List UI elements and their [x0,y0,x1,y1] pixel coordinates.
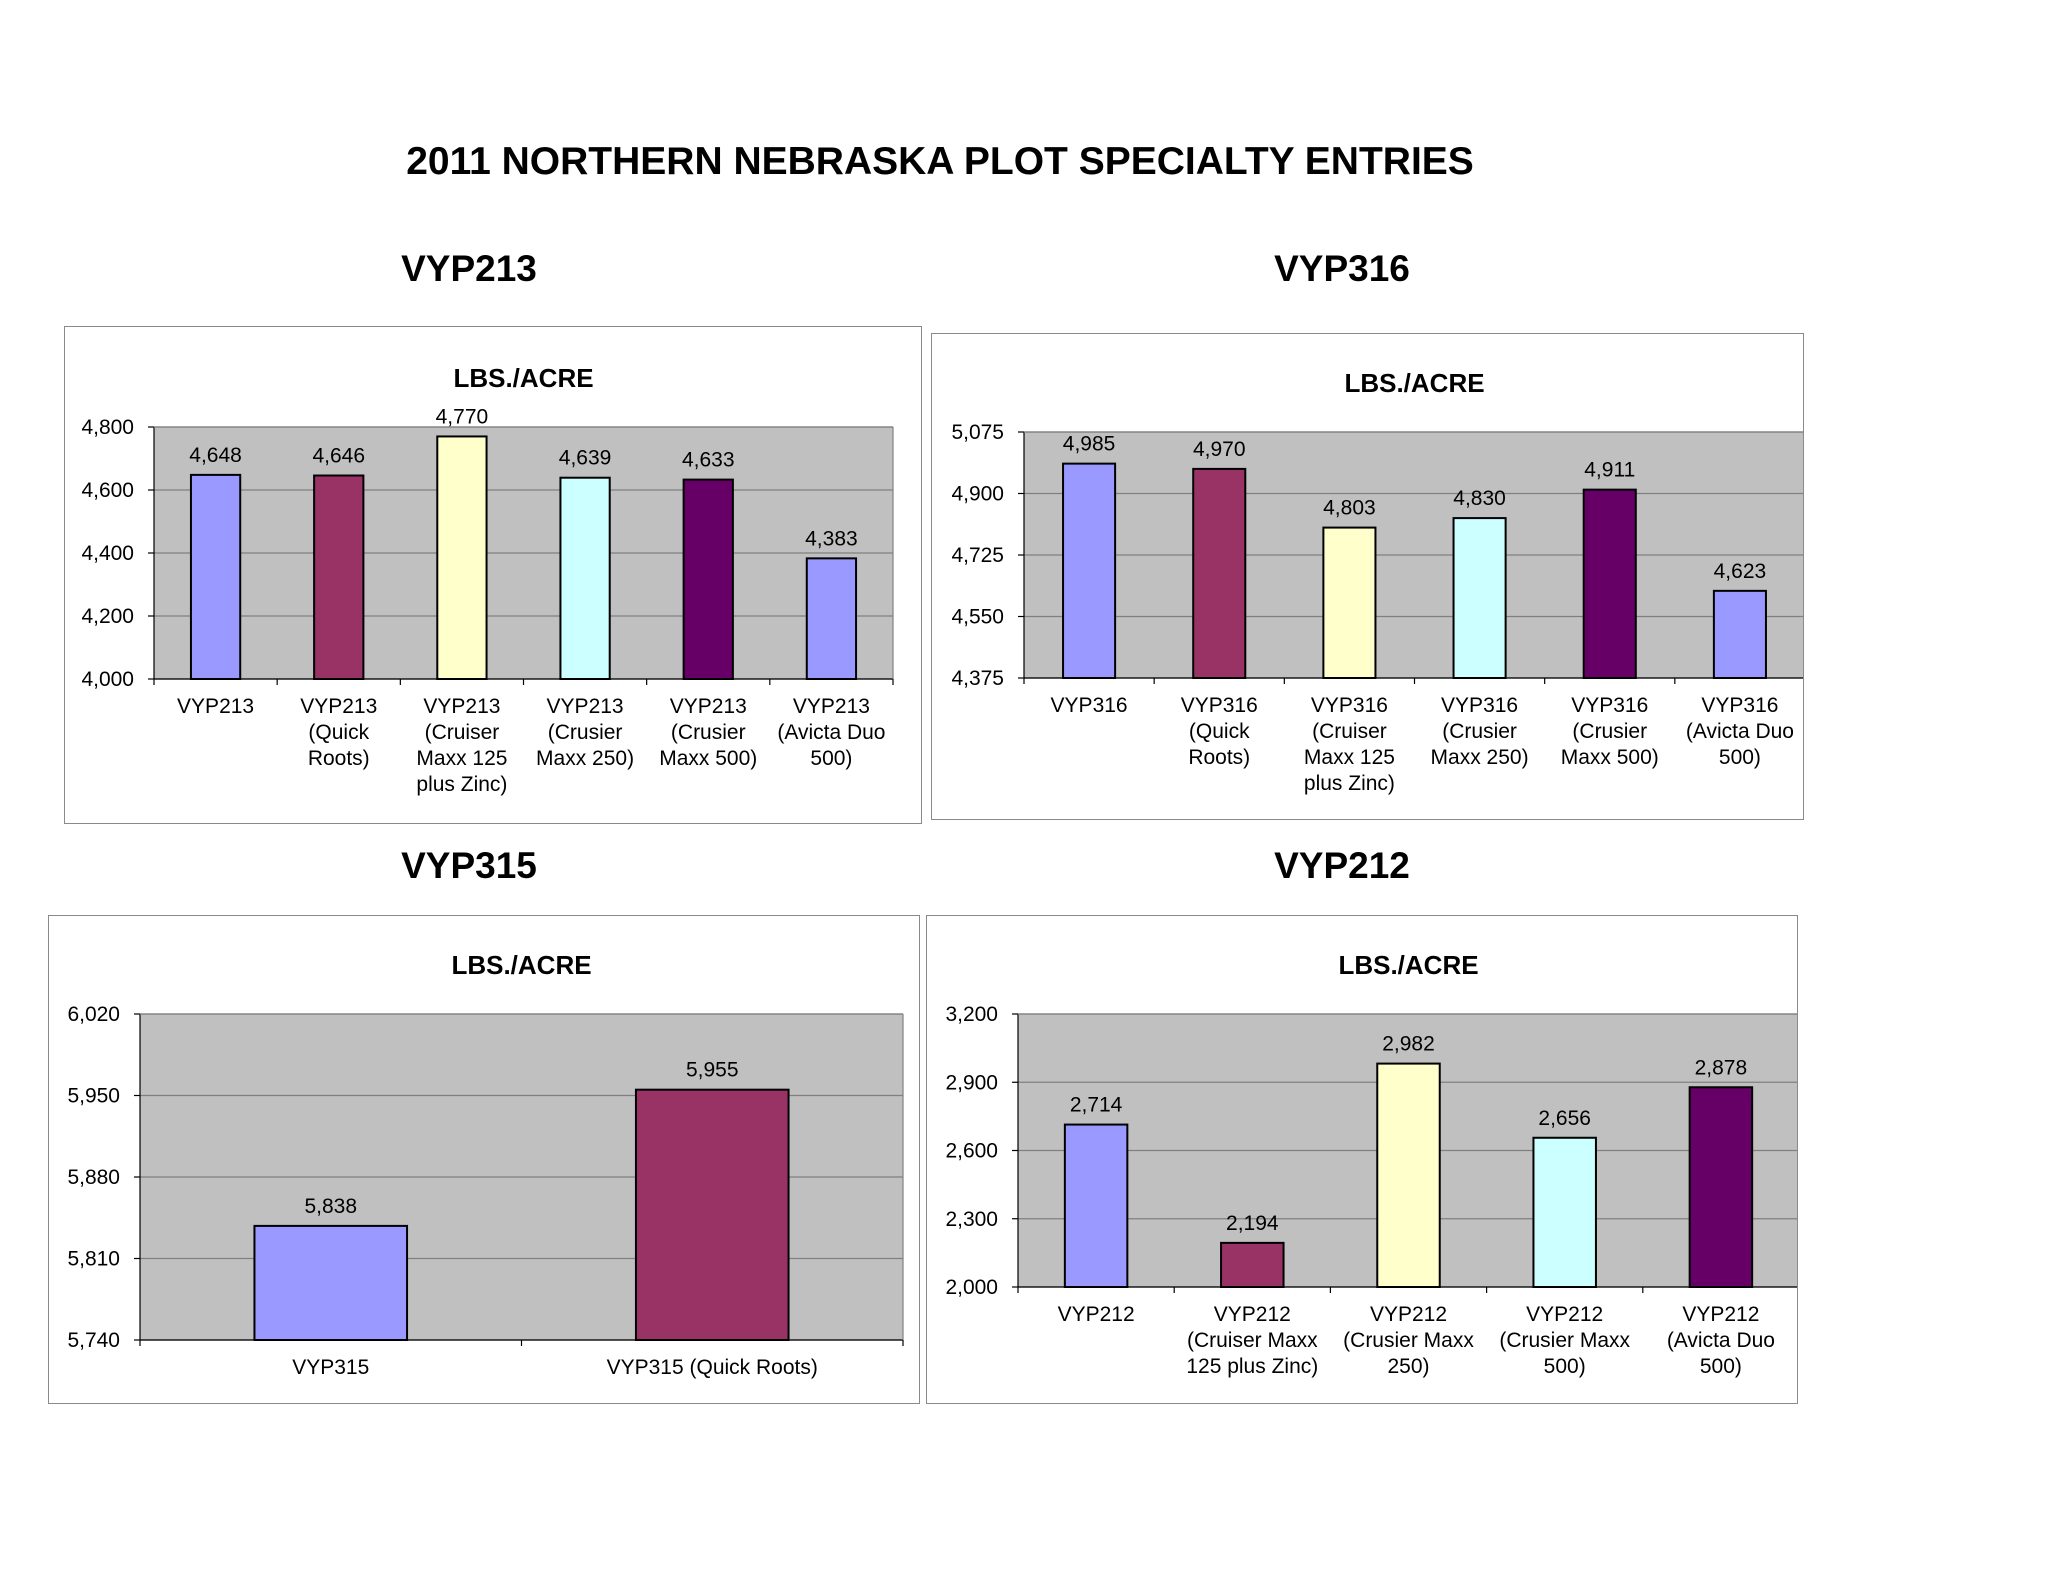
y-tick-label: 3,200 [945,1003,998,1026]
data-label: 4,648 [189,444,242,467]
data-label: 4,770 [436,405,489,428]
data-label: 2,982 [1382,1033,1435,1056]
bar [436,435,488,680]
chart-panel-vyp212: LBS./ACRE 2,000 2,300 2,600 2,900 3,200 2,714 V… [926,915,1798,1404]
x-tick-label: VYP316 (Quick Roots) [1181,694,1258,769]
chart-title: LBS./ACRE [453,363,593,393]
chart-panel-vyp316: LBS./ACRE 4,375 4,550 4,725 4,900 5,075 4,985 V… [931,333,1804,820]
bar [313,474,365,680]
bar [559,476,611,680]
x-tick-label: VYP316 (Avicta Duo 500) [1686,694,1794,769]
chart-svg-vyp315: LBS./ACRE 5,740 5,810 5,880 5,950 6,020 5,838 V… [67,950,904,1379]
bar [1582,488,1637,679]
y-tick-label: 4,900 [951,483,1004,506]
data-label: 5,838 [304,1195,357,1218]
data-label: 4,646 [312,445,365,468]
chart-panel-vyp213: LBS./ACRE 4,000 4,200 4,400 4,600 4,800 4,648 V… [64,326,922,824]
y-tick-label: 6,020 [67,1003,120,1026]
y-tick-label: 4,600 [81,479,134,502]
x-tick-label: VYP213 [177,695,254,718]
bar [1192,467,1247,679]
y-tick-label: 4,200 [81,605,134,628]
x-tick-label: VYP213 (Avicta Duo 500) [777,695,885,770]
x-tick-label: VYP316 (Crusier Maxx 250) [1431,694,1529,769]
bar [634,1088,790,1341]
data-label: 2,194 [1226,1212,1279,1235]
bar [1452,517,1507,679]
chart-heading-vyp315: VYP315 [401,845,537,886]
x-tick-label: VYP212 (Cruiser Maxx 125 plus Zinc) [1186,1303,1318,1378]
bar [1376,1062,1441,1288]
chart-svg-vyp212: LBS./ACRE 2,000 2,300 2,600 2,900 3,200 2,714 V… [945,950,1797,1378]
page-title: 2011 NORTHERN NEBRASKA PLOT SPECIALTY EN… [406,140,1474,183]
x-tick-label: VYP213 (Cruiser Maxx 125 plus Zinc) [416,695,507,796]
chart-heading-vyp213: VYP213 [401,248,537,289]
data-label: 4,623 [1714,560,1767,583]
data-label: 4,803 [1323,497,1376,520]
chart-svg-vyp316: LBS./ACRE 4,375 4,550 4,725 4,900 5,075 4,985 V… [951,368,1803,795]
chart-heading-vyp316: VYP316 [1274,248,1410,289]
data-label: 4,970 [1193,438,1246,461]
y-tick-label: 5,950 [67,1085,120,1108]
bar [1712,589,1767,679]
x-tick-label: VYP316 (Crusier Maxx 500) [1561,694,1659,769]
data-label: 4,633 [682,449,735,472]
data-label: 5,955 [686,1059,739,1082]
y-tick-label: 4,550 [951,606,1004,629]
y-tick-label: 2,000 [945,1276,998,1299]
y-tick-label: 4,400 [81,542,134,565]
y-tick-label: 5,075 [951,421,1004,444]
data-label: 4,383 [805,527,858,550]
x-tick-label: VYP316 [1051,694,1128,717]
data-label: 4,830 [1453,487,1506,510]
bar [189,473,242,680]
x-tick-label: VYP213 (Crusier Maxx 500) [659,695,757,770]
chart-title: LBS./ACRE [1344,368,1484,398]
data-label: 2,656 [1538,1107,1591,1130]
y-tick-label: 4,375 [951,667,1004,690]
y-tick-label: 4,800 [81,416,134,439]
y-tick-label: 2,900 [945,1071,998,1094]
bar [1322,526,1377,679]
bar [1220,1241,1285,1288]
x-tick-label: VYP213 (Crusier Maxx 250) [536,695,634,770]
x-tick-label: VYP212 (Crusier Maxx 500) [1499,1303,1630,1378]
y-tick-label: 5,810 [67,1248,120,1271]
bar [805,557,858,680]
y-tick-label: 5,880 [67,1166,120,1189]
chart-heading-vyp212: VYP212 [1274,845,1410,886]
bar [1063,1123,1129,1288]
x-tick-label: VYP315 (Quick Roots) [607,1356,818,1379]
data-label: 4,911 [1584,459,1635,482]
y-tick-label: 4,725 [951,544,1004,567]
bar [1532,1136,1597,1288]
y-tick-label: 5,740 [67,1329,120,1352]
x-tick-label: VYP316 (Cruiser Maxx 125 plus Zinc) [1304,694,1395,795]
bar [1688,1086,1754,1288]
y-tick-label: 4,000 [81,668,134,691]
chart-title: LBS./ACRE [451,950,591,980]
data-label: 4,639 [559,447,612,470]
chart-panel-vyp315: LBS./ACRE 5,740 5,810 5,880 5,950 6,020 5,838 V… [48,915,920,1404]
x-tick-label: VYP212 [1058,1303,1135,1326]
data-label: 2,878 [1695,1056,1748,1079]
bar [1062,462,1117,679]
chart-title: LBS./ACRE [1338,950,1478,980]
chart-svg-vyp213: LBS./ACRE 4,000 4,200 4,400 4,600 4,800 4,648 V… [81,363,894,796]
x-tick-label: VYP213 (Quick Roots) [300,695,377,770]
x-tick-label: VYP212 (Crusier Maxx 250) [1343,1303,1474,1378]
y-tick-label: 2,300 [945,1208,998,1231]
y-tick-label: 2,600 [945,1140,998,1163]
bar [682,478,734,680]
x-tick-label: VYP315 [292,1356,369,1379]
data-label: 4,985 [1063,433,1116,456]
data-label: 2,714 [1070,1094,1123,1117]
bar [253,1224,409,1341]
x-tick-label: VYP212 (Avicta Duo 500) [1667,1303,1775,1378]
